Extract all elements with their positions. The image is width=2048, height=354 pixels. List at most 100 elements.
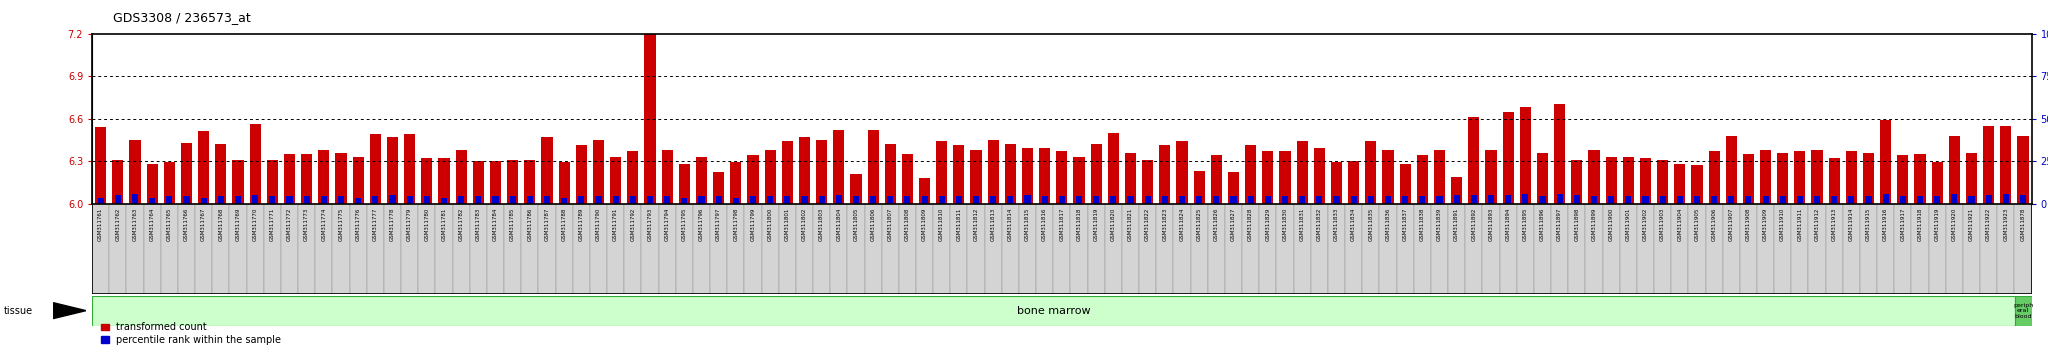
Bar [1020, 204, 1036, 294]
Bar [1688, 204, 1706, 294]
Text: GSM311774: GSM311774 [322, 208, 326, 241]
Bar [94, 127, 106, 204]
Bar [1606, 157, 1616, 204]
Bar [338, 196, 344, 204]
Bar [1294, 204, 1311, 294]
Bar [1880, 120, 1890, 204]
Bar [883, 204, 899, 294]
Bar [131, 194, 137, 204]
Bar [373, 196, 379, 204]
Bar [2019, 195, 2025, 204]
Bar [573, 204, 590, 294]
Text: GSM311767: GSM311767 [201, 208, 207, 241]
Bar [1534, 204, 1550, 294]
Bar [1053, 204, 1071, 294]
Text: GSM311839: GSM311839 [1438, 208, 1442, 241]
Text: GSM311906: GSM311906 [1712, 208, 1716, 241]
Bar [561, 198, 567, 204]
Bar [698, 196, 705, 204]
Bar [1092, 144, 1102, 204]
Bar [1110, 196, 1116, 204]
Bar [1589, 150, 1599, 204]
Text: GSM311830: GSM311830 [1282, 208, 1288, 241]
Bar [1348, 161, 1360, 204]
Bar [733, 198, 739, 204]
Bar [436, 204, 453, 294]
Text: GSM311837: GSM311837 [1403, 208, 1407, 241]
Text: GSM311901: GSM311901 [1626, 208, 1630, 241]
Bar [1282, 196, 1288, 204]
Bar [1522, 194, 1528, 204]
Bar [819, 196, 825, 204]
Bar [115, 195, 121, 204]
Text: GSM311784: GSM311784 [494, 208, 498, 241]
Bar [492, 196, 498, 204]
Bar [408, 196, 414, 204]
Bar [956, 196, 963, 204]
Bar [1917, 196, 1923, 204]
Text: GSM311789: GSM311789 [580, 208, 584, 241]
Bar [1087, 204, 1104, 294]
Bar [801, 196, 807, 204]
Bar [1296, 141, 1309, 204]
Bar [150, 198, 156, 204]
Bar [354, 198, 360, 204]
Text: GSM311909: GSM311909 [1763, 208, 1767, 241]
Bar [1094, 196, 1100, 204]
Bar [350, 204, 367, 294]
Bar [1036, 204, 1053, 294]
Text: GSM311775: GSM311775 [338, 208, 344, 241]
Text: GSM311795: GSM311795 [682, 208, 686, 241]
Bar [1454, 195, 1460, 204]
Bar [1483, 204, 1499, 294]
Bar [504, 204, 522, 294]
Text: periph
eral
blood: periph eral blood [2013, 303, 2034, 319]
Bar [1741, 204, 1757, 294]
Bar [1384, 196, 1391, 204]
Text: GSM311919: GSM311919 [1935, 208, 1939, 241]
Text: GSM311816: GSM311816 [1042, 208, 1047, 241]
Bar [1245, 145, 1255, 204]
Bar [1145, 196, 1151, 204]
Bar [1313, 148, 1325, 204]
Bar [899, 204, 915, 294]
Bar [1642, 196, 1649, 204]
Text: GSM311811: GSM311811 [956, 208, 961, 241]
Text: GSM311819: GSM311819 [1094, 208, 1098, 241]
Bar [389, 195, 395, 204]
Bar [1038, 148, 1051, 204]
Bar [315, 204, 332, 294]
Bar [1677, 196, 1683, 204]
Bar [1208, 204, 1225, 294]
Bar [1108, 133, 1118, 204]
Text: GSM311807: GSM311807 [887, 208, 893, 241]
Bar [1946, 204, 1962, 294]
Bar [1317, 196, 1323, 204]
Bar [1180, 196, 1186, 204]
Text: GSM311813: GSM311813 [991, 208, 995, 241]
Text: GSM311805: GSM311805 [854, 208, 858, 241]
Bar [1608, 196, 1614, 204]
Bar [1794, 151, 1806, 204]
Bar [1950, 136, 1960, 204]
Text: GSM311838: GSM311838 [1419, 208, 1425, 241]
Bar [250, 124, 260, 204]
Bar [711, 204, 727, 294]
Bar [1436, 196, 1442, 204]
Bar [1585, 204, 1602, 294]
Text: GSM311769: GSM311769 [236, 208, 240, 241]
Bar [1556, 194, 1563, 204]
Bar [487, 204, 504, 294]
Text: GSM311832: GSM311832 [1317, 208, 1321, 241]
Bar [967, 204, 985, 294]
Bar [1982, 126, 1995, 204]
Bar [1366, 141, 1376, 204]
Bar [1505, 195, 1511, 204]
Bar [834, 130, 844, 204]
Bar [424, 196, 430, 204]
Text: GSM311833: GSM311833 [1333, 208, 1339, 241]
Bar [352, 157, 365, 204]
Bar [1866, 196, 1872, 204]
Bar [1225, 204, 1241, 294]
Text: GSM311788: GSM311788 [561, 208, 567, 241]
